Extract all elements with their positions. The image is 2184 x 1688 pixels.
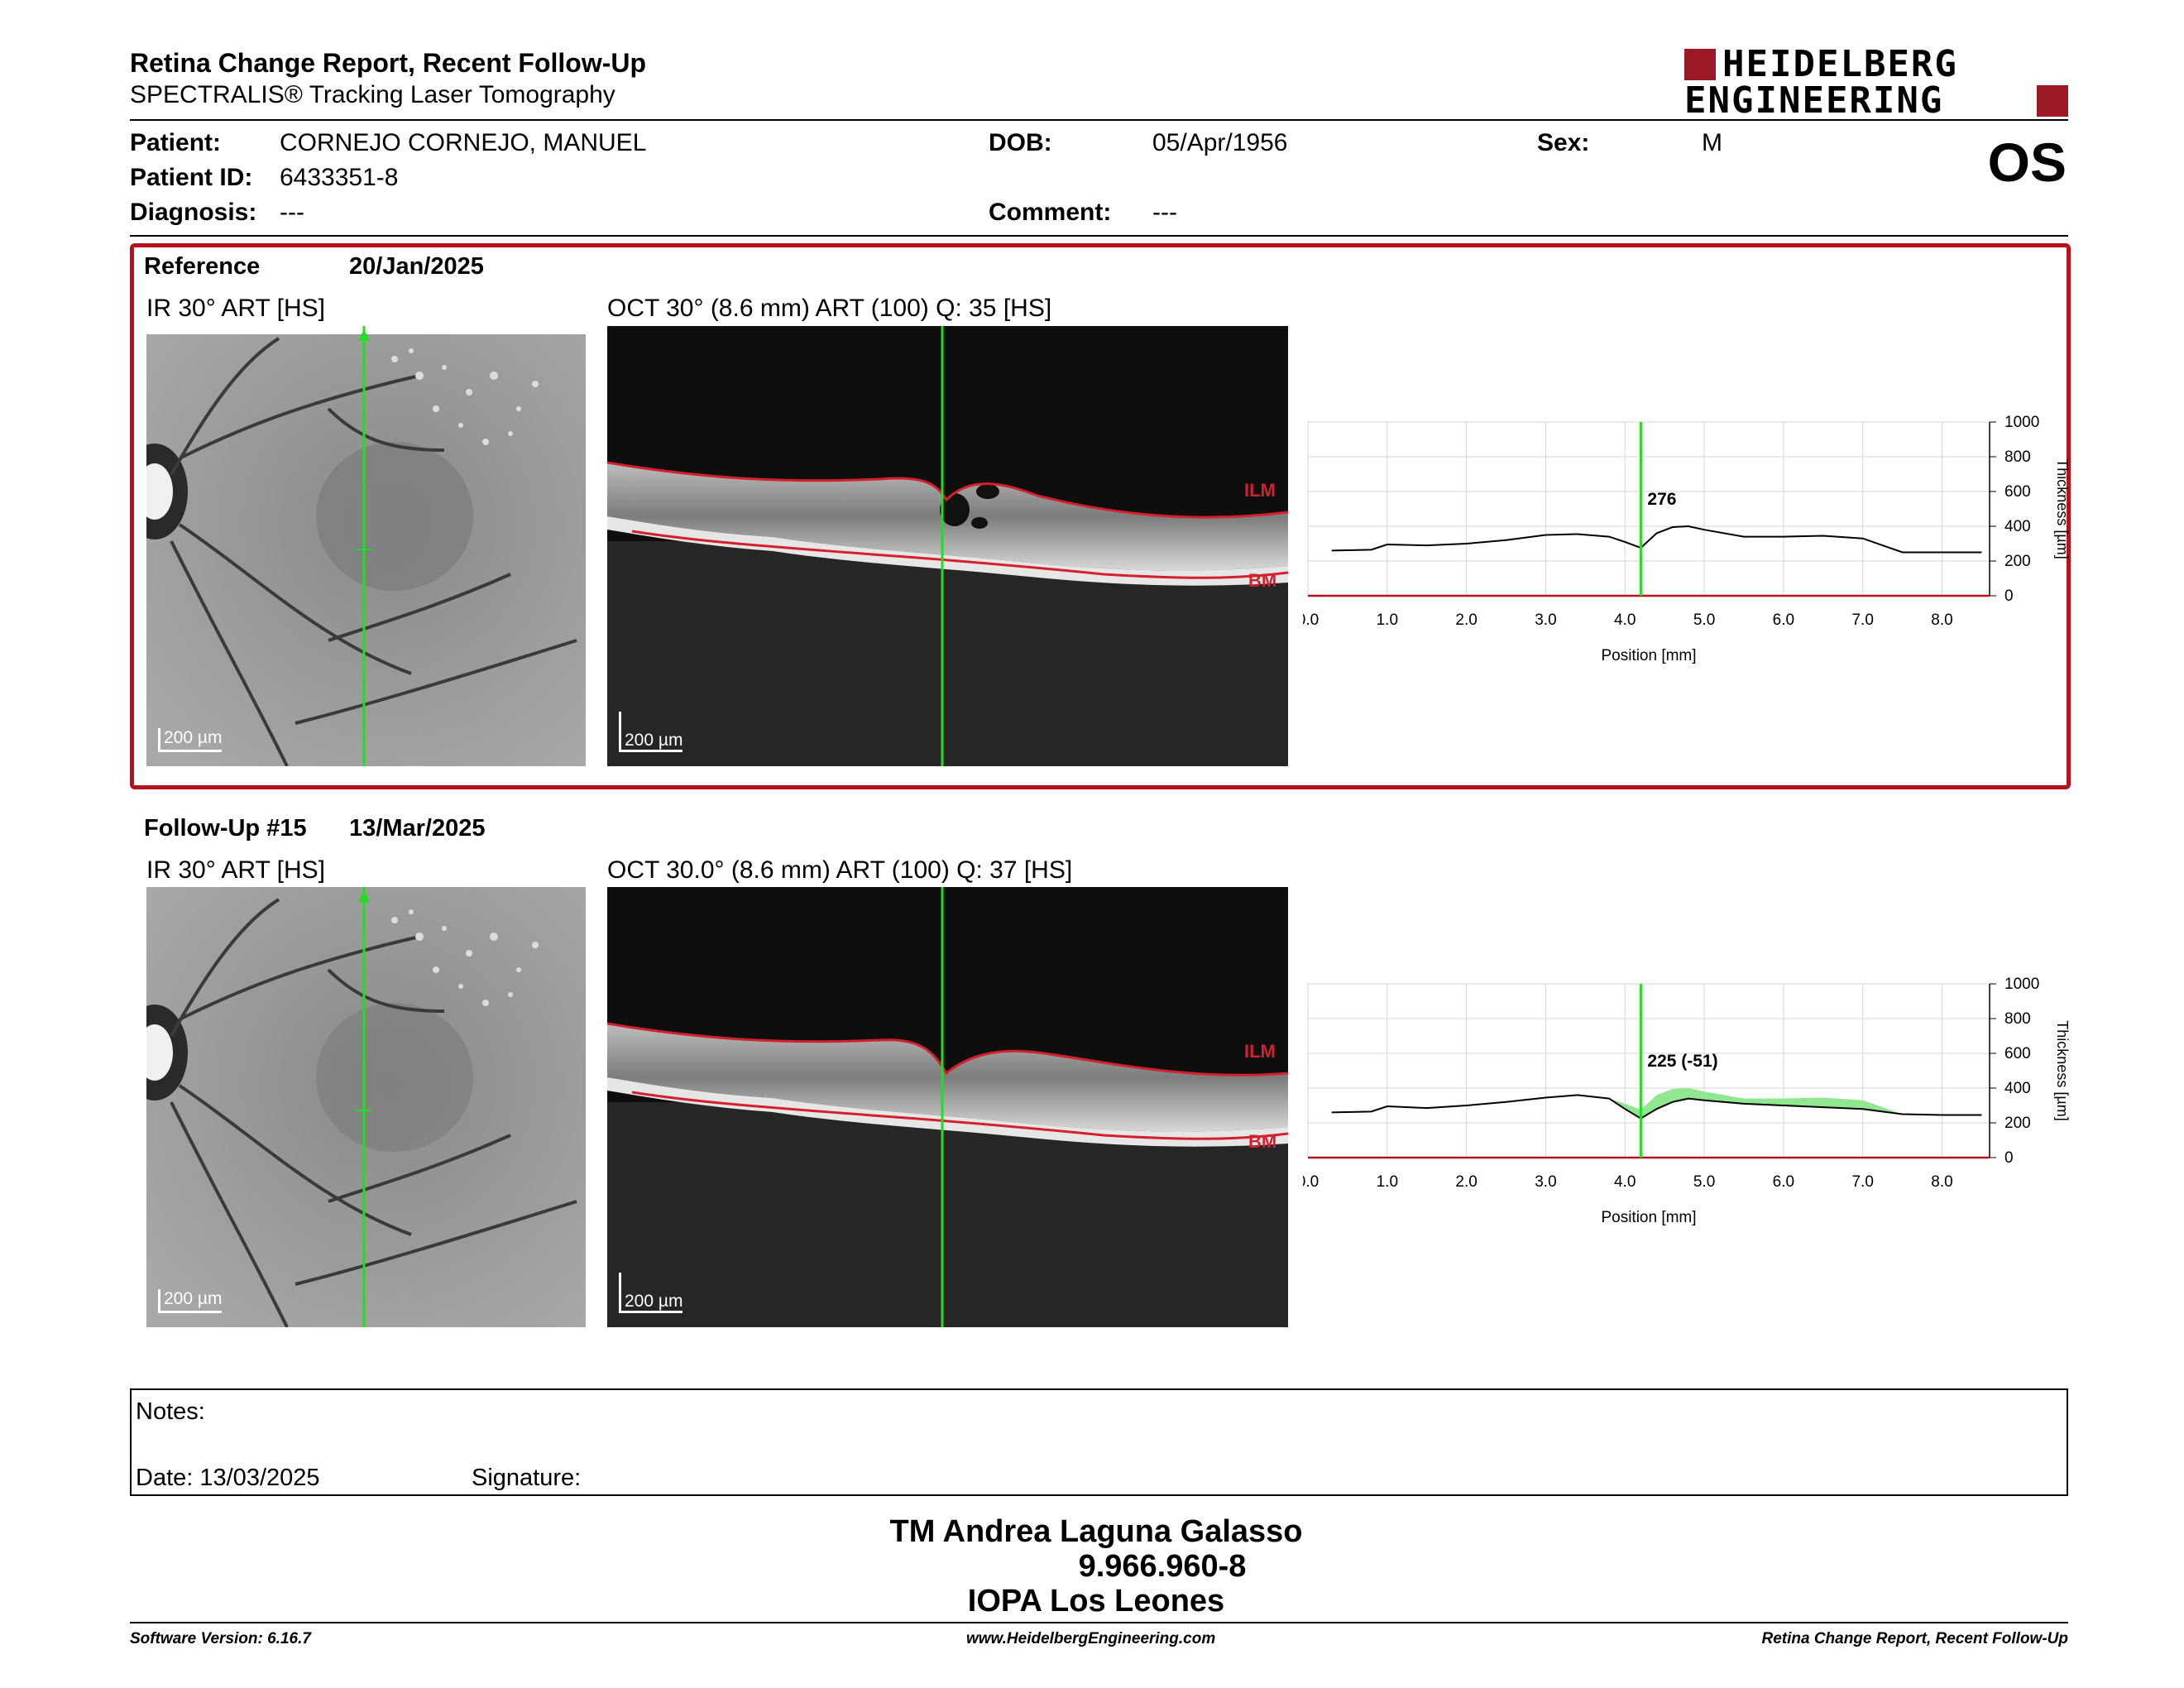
reference-x-tick-label: 3.0: [1535, 611, 1556, 629]
patient-id: 6433351-8: [280, 164, 399, 191]
comment-label: Comment:: [989, 199, 1112, 226]
reference-thickness-line: [1331, 525, 1982, 554]
reference-thickness-chart: 0.0 1.0 2.0 3.0 4.0 5.0 6.0 7.0 8.0 0 200 400 600 800…: [1297, 410, 2081, 683]
signer-name: TM Andrea Laguna Galasso: [889, 1514, 1303, 1549]
patient-name: CORNEJO CORNEJO, MANUEL: [280, 129, 647, 156]
reference-bm-label: BM: [1248, 570, 1277, 591]
reference-ir-image: 200 µm: [146, 326, 586, 766]
reference-y-tick-label: 400: [2004, 518, 2031, 535]
followup-oct-scalebar: 200 µm: [619, 1273, 683, 1313]
followup-thickness-plot: 0.0 1.0 2.0 3.0 4.0 5.0 6.0 7.0 8.0 0 200 400 600 800…: [1297, 976, 2071, 1226]
followup-ir-caption: IR 30° ART [HS]: [146, 856, 325, 884]
followup-oct-image: ILM BM 200 µm: [607, 887, 1288, 1327]
reference-oct-caption: OCT 30° (8.6 mm) ART (100) Q: 35 [HS]: [607, 295, 1052, 322]
followup-y-tick-label: 800: [2004, 1010, 2031, 1028]
reference-ir-scalebar: 200 µm: [158, 728, 223, 752]
signer-id: 9.966.960-8: [1078, 1549, 1247, 1584]
followup-y-axis-label: Thickness [µm]: [2054, 1020, 2071, 1120]
diagnosis-value: ---: [280, 199, 304, 226]
sex-label: Sex:: [1537, 129, 1590, 156]
followup-thickness-line: [1331, 1094, 1982, 1120]
patient-label: Patient:: [130, 129, 222, 156]
reference-ir-caption: IR 30° ART [HS]: [146, 295, 325, 322]
comment-value: ---: [1152, 199, 1177, 226]
followup-y-tick-label: 400: [2004, 1080, 2031, 1097]
reference-x-axis-label: Position [mm]: [1601, 647, 1696, 664]
followup-y-tick-label: 0: [2004, 1149, 2014, 1167]
followup-x-tick-label: 2.0: [1455, 1173, 1477, 1191]
notes-date: Date: 13/03/2025: [136, 1465, 320, 1491]
reference-y-tick-label: 0: [2004, 587, 2014, 605]
reference-y-tick-label: 800: [2004, 448, 2031, 466]
followup-x-tick-label: 1.0: [1377, 1173, 1398, 1191]
heidelberg-logo: HEIDELBERG ENGINEERING: [1684, 46, 2068, 119]
patient-id-label: Patient ID:: [130, 164, 253, 191]
reference-x-tick-label: 5.0: [1693, 611, 1715, 629]
followup-y-tick-label: 600: [2004, 1045, 2031, 1062]
followup-plot-area: [1307, 983, 1990, 1158]
reference-date: 20/Jan/2025: [349, 253, 484, 280]
diagnosis-label: Diagnosis:: [130, 199, 257, 226]
followup-y-tick-label: 200: [2004, 1115, 2031, 1132]
followup-marker-value: 225 (-51): [1647, 1052, 1717, 1071]
dob-label: DOB:: [989, 129, 1052, 156]
reference-y-tick-label: 1000: [2004, 414, 2039, 431]
followup-x-tick-label: 6.0: [1773, 1173, 1794, 1191]
eye-indicator: OS: [1987, 132, 2067, 193]
report-subtitle: SPECTRALIS® Tracking Laser Tomography: [130, 81, 615, 108]
followup-ir-scalebar: 200 µm: [158, 1289, 223, 1313]
footer-version: Software Version: 6.16.7: [130, 1630, 311, 1647]
followup-oct-caption: OCT 30.0° (8.6 mm) ART (100) Q: 37 [HS]: [607, 856, 1073, 884]
dob-value: 05/Apr/1956: [1152, 129, 1288, 156]
reference-ilm-label: ILM: [1244, 480, 1276, 501]
followup-ir-image: 200 µm: [146, 887, 586, 1327]
signer-org: IOPA Los Leones: [967, 1584, 1225, 1618]
followup-x-tick-label: 8.0: [1931, 1173, 1952, 1191]
reference-oct-image: ILM BM 200 µm: [607, 326, 1288, 766]
followup-y-tick-label: 1000: [2004, 976, 2039, 993]
sex-value: M: [1702, 129, 1722, 156]
notes-box: [130, 1388, 2068, 1496]
reference-x-tick-label: 2.0: [1455, 611, 1477, 629]
reference-y-tick-label: 600: [2004, 483, 2031, 501]
reference-x-tick-label: 8.0: [1931, 611, 1952, 629]
reference-y-tick-label: 200: [2004, 553, 2031, 570]
reference-label: Reference: [144, 253, 261, 280]
report-title: Retina Change Report, Recent Follow-Up: [130, 48, 647, 78]
followup-ilm-label: ILM: [1244, 1041, 1276, 1062]
reference-frame: [130, 243, 2071, 789]
reference-oct-scalebar: 200 µm: [619, 712, 683, 752]
notes-label: Notes:: [136, 1398, 205, 1425]
reference-x-tick-label: 7.0: [1851, 611, 1873, 629]
followup-difference-area: [1331, 1088, 1982, 1119]
notes-signature-label: Signature:: [472, 1465, 582, 1491]
followup-label: Follow-Up #15: [144, 815, 307, 842]
followup-date: 13/Mar/2025: [349, 815, 486, 842]
followup-bm-label: BM: [1248, 1131, 1277, 1152]
reference-thickness-plot: 0.0 1.0 2.0 3.0 4.0 5.0 6.0 7.0 8.0 0 200 400 600 800…: [1297, 414, 2071, 664]
followup-x-axis-label: Position [mm]: [1601, 1209, 1696, 1226]
reference-x-tick-label: 0.0: [1303, 611, 1319, 629]
followup-x-tick-label: 7.0: [1851, 1173, 1873, 1191]
followup-x-tick-label: 0.0: [1303, 1173, 1319, 1191]
reference-plot-area: [1307, 421, 1990, 597]
followup-x-tick-label: 3.0: [1535, 1173, 1556, 1191]
reference-x-tick-label: 6.0: [1773, 611, 1794, 629]
reference-y-axis-label: Thickness [µm]: [2054, 458, 2071, 559]
followup-x-tick-label: 5.0: [1693, 1173, 1715, 1191]
footer-url[interactable]: www.HeidelbergEngineering.com: [966, 1630, 1216, 1647]
reference-x-tick-label: 1.0: [1377, 611, 1398, 629]
followup-thickness-chart: 0.0 1.0 2.0 3.0 4.0 5.0 6.0 7.0 8.0 0 200 400 600 800…: [1297, 971, 2081, 1244]
followup-x-tick-label: 4.0: [1614, 1173, 1636, 1191]
reference-marker-value: 276: [1647, 490, 1676, 509]
footer-report-name: Retina Change Report, Recent Follow-Up: [1761, 1630, 2068, 1647]
reference-x-tick-label: 4.0: [1614, 611, 1636, 629]
header-divider: [130, 119, 2068, 121]
footer-divider: [130, 1622, 2068, 1623]
patient-divider: [130, 235, 2068, 237]
